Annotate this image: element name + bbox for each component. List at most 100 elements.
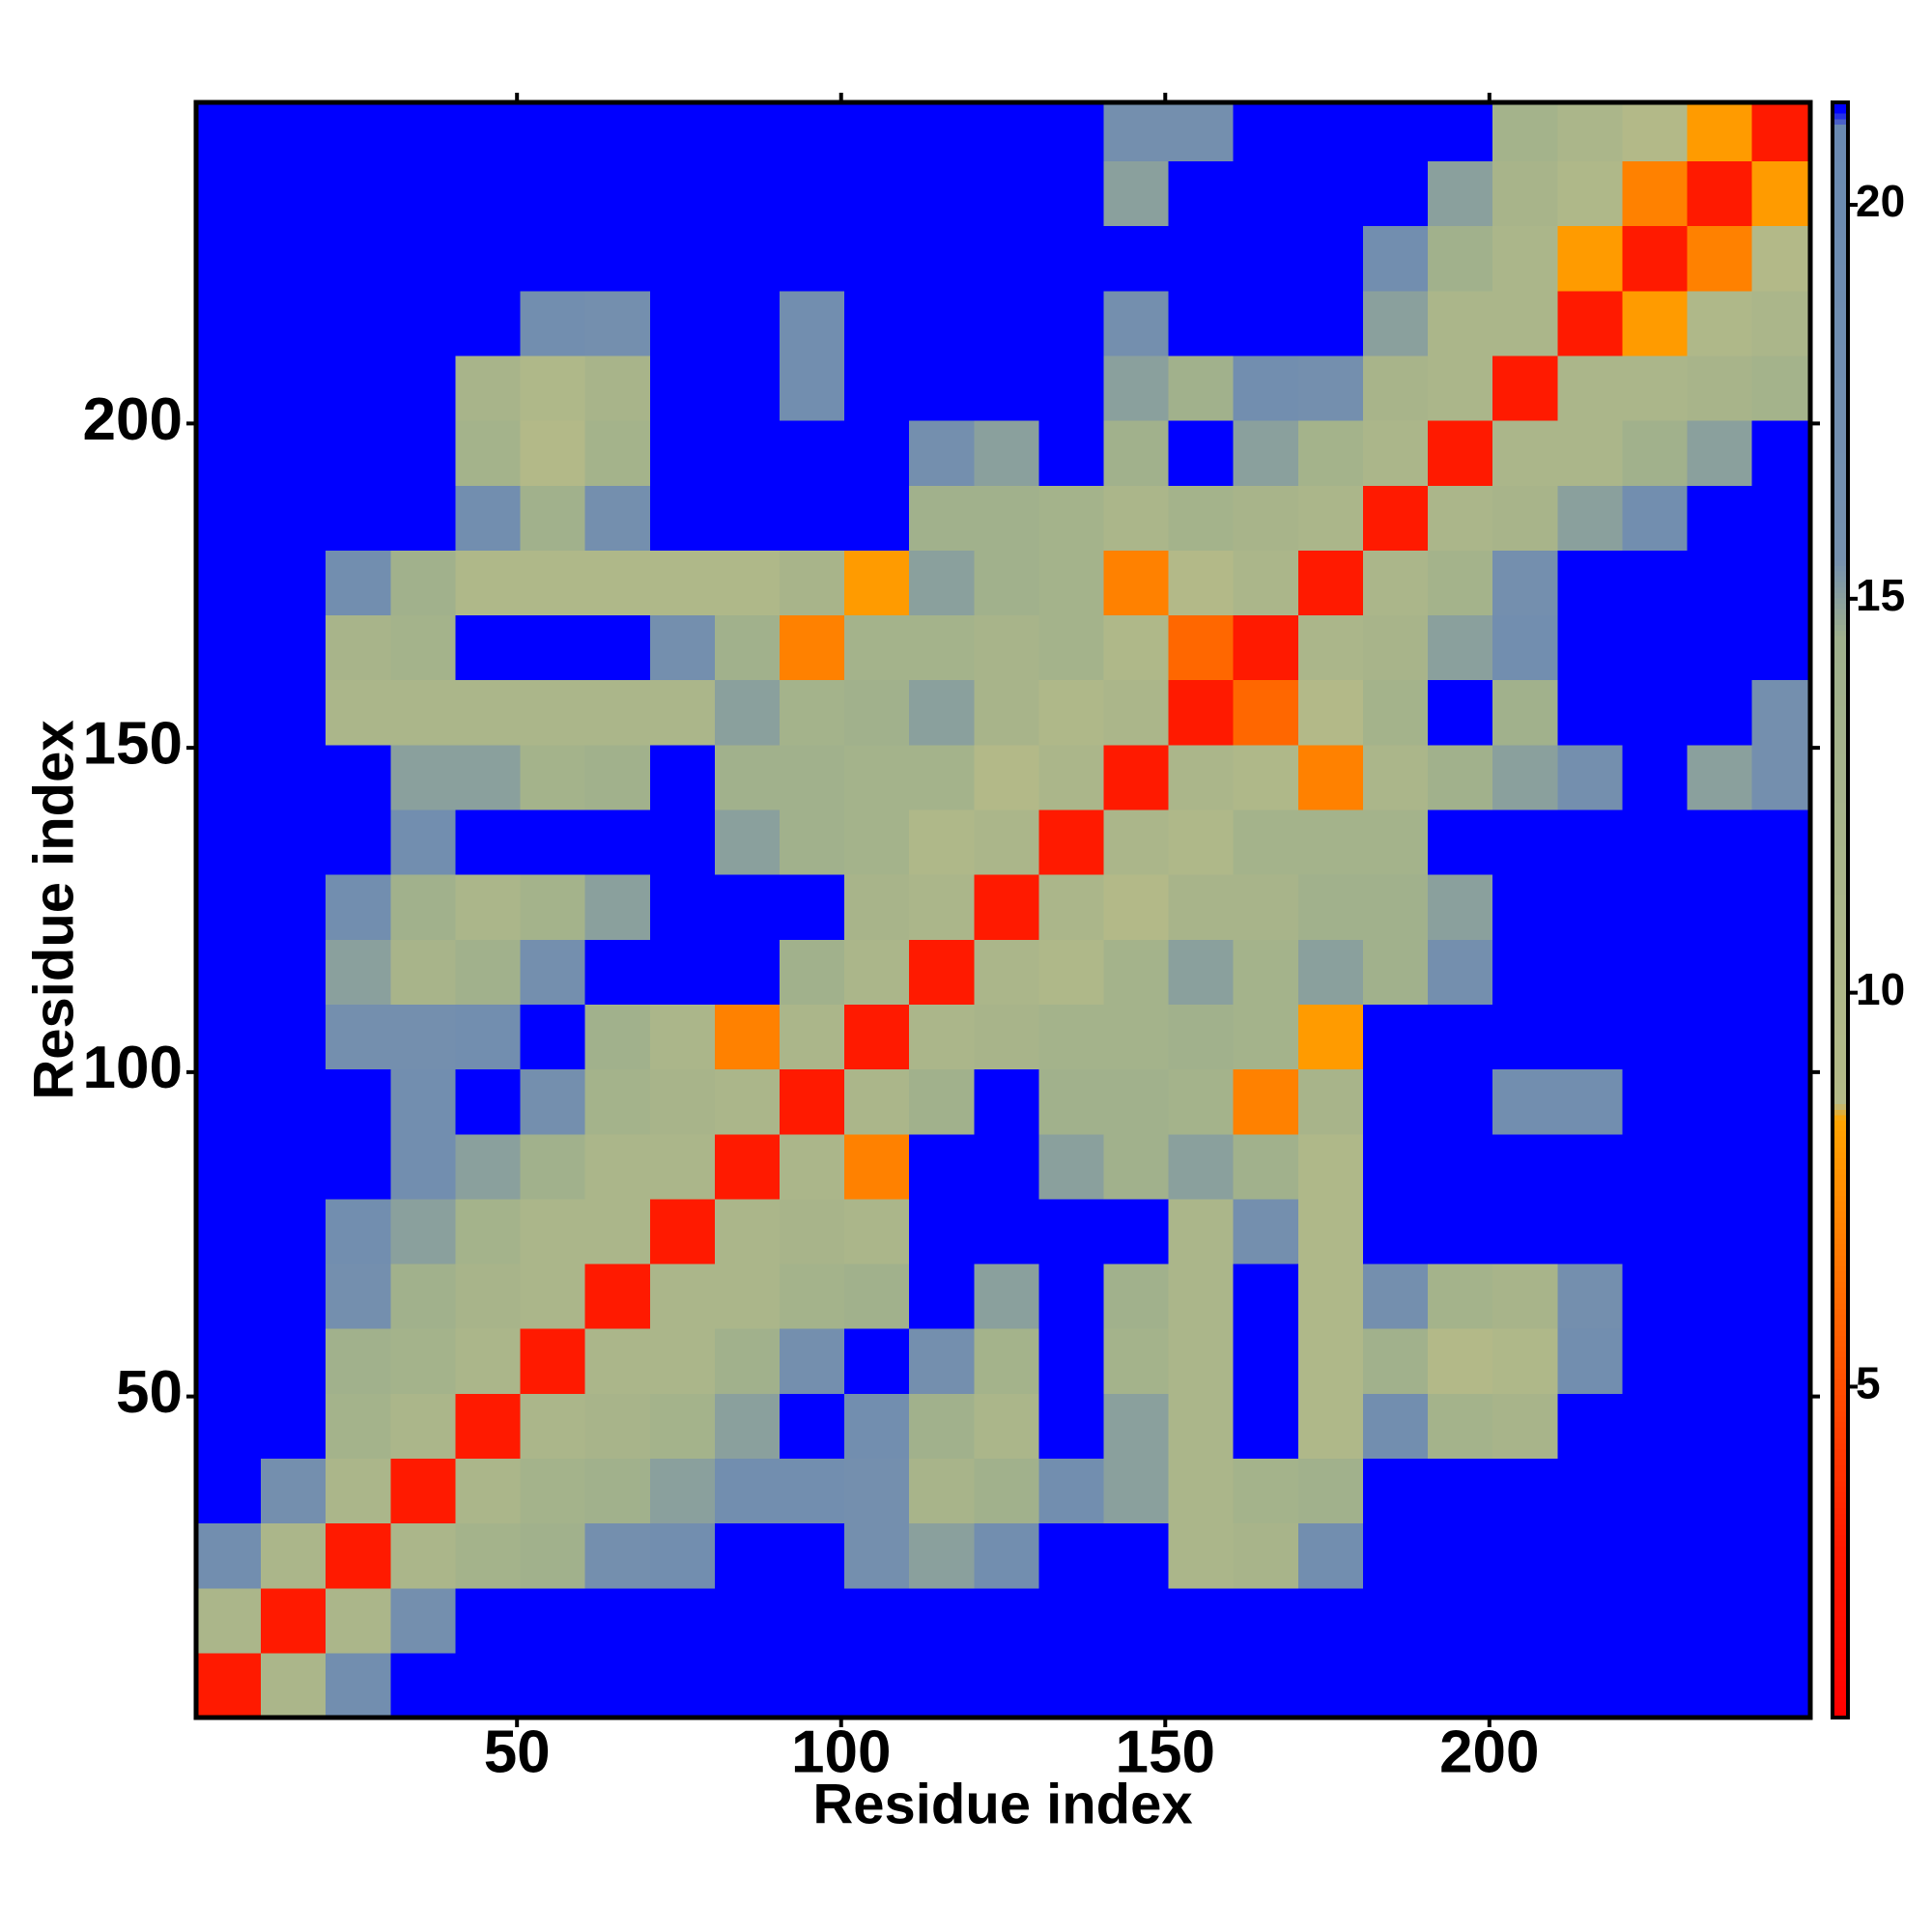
heatmap-cell — [974, 102, 1040, 162]
heatmap-cell — [1233, 1004, 1299, 1070]
heatmap-cell — [390, 225, 457, 292]
heatmap-cell — [779, 679, 845, 746]
heatmap-cell — [714, 1652, 781, 1719]
colorbar-slice — [1833, 1147, 1848, 1153]
heatmap-cell — [1557, 1522, 1623, 1589]
heatmap-cell — [1168, 1587, 1235, 1654]
heatmap-cell — [1687, 1587, 1753, 1654]
colorbar-slice — [1833, 430, 1848, 438]
heatmap-cell — [455, 809, 522, 875]
colorbar-slice — [1833, 1394, 1848, 1401]
heatmap-cell — [1038, 420, 1105, 486]
heatmap-cell — [1233, 744, 1299, 810]
heatmap-cell — [1233, 1198, 1299, 1264]
heatmap-cell — [1557, 874, 1623, 940]
colorbar-slice — [1833, 166, 1848, 174]
colorbar-slice — [1833, 1593, 1848, 1600]
colorbar-slice — [1833, 726, 1848, 733]
heatmap-cell — [1038, 939, 1105, 1005]
heatmap-cell — [974, 744, 1040, 810]
colorbar-slice — [1833, 1415, 1848, 1423]
colorbar-slice — [1833, 1270, 1848, 1277]
heatmap-cell — [649, 1587, 716, 1654]
heatmap-cell — [455, 1004, 522, 1070]
colorbar-slice — [1833, 1486, 1848, 1492]
heatmap-cell — [455, 160, 522, 227]
heatmap-cell — [844, 420, 910, 486]
heatmap-cell — [1751, 550, 1811, 616]
colorbar-slice — [1833, 145, 1848, 152]
heatmap-cell — [261, 1133, 327, 1200]
colorbar-slice — [1833, 888, 1848, 895]
colorbar-slice — [1833, 1162, 1848, 1170]
heatmap-cell — [1168, 1393, 1235, 1460]
colorbar-slice — [1833, 274, 1848, 281]
heatmap-cell — [844, 1004, 910, 1070]
heatmap-cell — [390, 355, 457, 421]
colorbar-slice — [1833, 969, 1848, 976]
colorbar-slice — [1833, 1469, 1848, 1476]
colorbar-slice — [1833, 1297, 1848, 1304]
heatmap-cell — [1362, 1133, 1429, 1200]
colorbar-slice — [1833, 1017, 1848, 1024]
heatmap-cell — [909, 1133, 975, 1200]
colorbar-slice — [1833, 291, 1848, 298]
heatmap-cell — [909, 485, 975, 551]
colorbar-slice — [1833, 608, 1848, 615]
heatmap-cell — [584, 1133, 651, 1200]
colorbar-slice — [1833, 705, 1848, 712]
heatmap-cell — [261, 355, 327, 421]
heatmap-cell — [196, 550, 262, 616]
heatmap-cell — [1362, 1198, 1429, 1264]
heatmap-cell — [390, 874, 457, 940]
colorbar-slice — [1833, 517, 1848, 524]
colorbar-slice — [1833, 758, 1848, 766]
colorbar-slice — [1833, 140, 1848, 147]
heatmap-cell — [520, 1652, 586, 1719]
colorbar-slice — [1833, 495, 1848, 502]
heatmap-cell — [1428, 679, 1493, 746]
heatmap-cell — [844, 1393, 910, 1460]
heatmap-cell — [1751, 1133, 1811, 1200]
heatmap-cell — [714, 1198, 781, 1264]
colorbar-slice — [1833, 576, 1848, 582]
heatmap-cell — [844, 809, 910, 875]
heatmap-cell — [1233, 1522, 1299, 1589]
heatmap-cell — [1687, 485, 1753, 551]
heatmap-cell — [1168, 160, 1235, 227]
heatmap-cell — [779, 1587, 845, 1654]
colorbar-slice — [1833, 1206, 1848, 1212]
heatmap-cell — [909, 355, 975, 421]
heatmap-cell — [1168, 809, 1235, 875]
colorbar-slice — [1833, 118, 1848, 125]
heatmap-cell — [844, 1652, 910, 1719]
colorbar-slice — [1833, 1308, 1848, 1315]
heatmap-cell — [1687, 1263, 1753, 1329]
heatmap-cell — [584, 1652, 651, 1719]
heatmap-cell — [779, 939, 845, 1005]
heatmap-cell — [844, 874, 910, 940]
colorbar-slice — [1833, 1545, 1848, 1551]
heatmap-cell — [1687, 1393, 1753, 1460]
colorbar-slice — [1833, 1641, 1848, 1649]
colorbar-slice — [1833, 1572, 1848, 1578]
colorbar-slice — [1833, 1049, 1848, 1057]
heatmap-cell — [909, 102, 975, 162]
colorbar-slice — [1833, 1674, 1848, 1681]
heatmap-cell — [1751, 1652, 1811, 1719]
heatmap-cell — [1622, 355, 1689, 421]
heatmap-cell — [1751, 1004, 1811, 1070]
heatmap-cell — [1168, 1068, 1235, 1135]
heatmap-cell — [779, 550, 845, 616]
colorbar-slice — [1833, 134, 1848, 141]
heatmap-cell — [1168, 355, 1235, 421]
heatmap-cell — [455, 1068, 522, 1135]
heatmap-cell — [1233, 160, 1299, 227]
heatmap-cell — [390, 1522, 457, 1589]
heatmap-cell — [261, 1652, 327, 1719]
colorbar-slice — [1833, 640, 1848, 647]
heatmap-cell — [390, 1198, 457, 1264]
heatmap-cell — [455, 874, 522, 940]
colorbar-slice — [1833, 925, 1848, 932]
heatmap-cell — [1168, 1133, 1235, 1200]
